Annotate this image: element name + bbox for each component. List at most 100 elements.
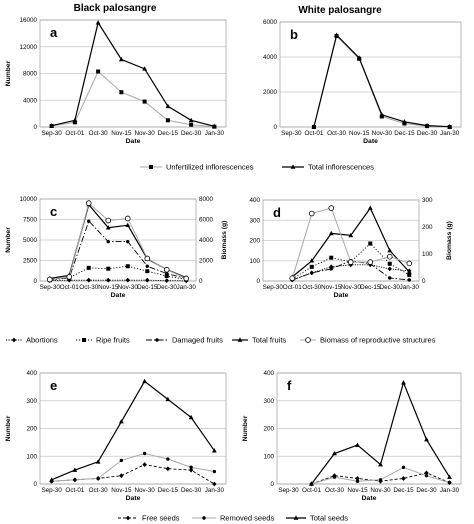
x-tick-label: Nov-15 xyxy=(111,130,132,137)
legend-label-abortions: Abortions xyxy=(26,336,58,345)
y-tick-label: 0 xyxy=(270,481,274,488)
data-point-removed xyxy=(424,473,429,478)
x-axis-title: Date xyxy=(362,495,377,502)
data-point-total_seeds xyxy=(165,396,171,402)
data-point-total_seeds xyxy=(401,380,406,385)
y2-tick-label: 100 xyxy=(422,251,433,258)
data-point-ripe xyxy=(387,261,392,266)
chart-c: 0 2500 5000 7500 10000 0 2000 4000 6000 8000 Sep-3… xyxy=(5,196,228,299)
data-point-abortions xyxy=(164,278,169,283)
data-point-total_fruits xyxy=(406,269,412,274)
y-tick-label: 5000 xyxy=(23,237,38,244)
x-axis-title: Date xyxy=(111,292,126,299)
y-axis-title: Number xyxy=(5,415,12,441)
data-point-ripe xyxy=(309,264,314,269)
data-point-damaged xyxy=(106,239,110,244)
data-point-unfertilized xyxy=(72,120,77,125)
legend-fruits: Abortions Ripe fruits Damaged fruits Total … xyxy=(6,336,436,345)
y2-tick-label: 300 xyxy=(422,197,433,204)
y2-tick-label: 0 xyxy=(422,278,426,285)
y2-axis-title: Biomass (g) xyxy=(446,221,453,260)
x-tick-label: Dec-30 xyxy=(417,130,438,137)
x-tick-label: Oct-30 xyxy=(79,284,98,291)
data-point-unfertilized xyxy=(96,69,101,74)
plot-frame xyxy=(39,198,197,282)
data-point-total_seeds xyxy=(118,418,124,424)
y-tick-label: 6000 xyxy=(263,19,278,26)
data-point-free xyxy=(424,470,429,476)
series-line-total xyxy=(51,21,215,127)
data-point-biomass xyxy=(105,217,112,224)
data-point-biomass xyxy=(367,259,374,265)
data-point-removed xyxy=(96,476,100,481)
data-point-total_fruits xyxy=(105,225,111,230)
data-point-total_seeds xyxy=(95,459,101,464)
data-point-unfertilized xyxy=(119,90,124,95)
data-point-abortions xyxy=(145,277,150,283)
series-line-abortions xyxy=(49,279,187,282)
series-line-unfertilized xyxy=(51,70,215,128)
legend-label-total: Total inflorescences xyxy=(308,163,374,172)
data-point-total xyxy=(356,55,362,60)
data-point-total xyxy=(188,117,194,123)
x-tick-label: Nov-30 xyxy=(370,487,391,494)
y-tick-label: 100 xyxy=(263,453,274,460)
data-point-total xyxy=(142,66,148,71)
legend-marker-total_fruits xyxy=(237,337,243,342)
data-point-total_seeds xyxy=(424,437,429,442)
data-point-damaged xyxy=(165,271,169,276)
data-point-removed xyxy=(119,458,124,463)
panel-letter: f xyxy=(287,378,292,393)
data-point-ripe xyxy=(106,266,111,271)
data-point-free xyxy=(188,467,194,473)
x-tick-label: Sep-30 xyxy=(263,284,284,291)
data-point-removed xyxy=(166,457,170,461)
legend-marker-ripe xyxy=(82,338,86,342)
y-axis-title: Number xyxy=(242,415,249,441)
legend-label-total_seeds: Total seeds xyxy=(310,514,348,523)
data-point-removed xyxy=(355,479,360,483)
legend-marker-biomass xyxy=(305,337,311,343)
data-point-total_fruits xyxy=(387,248,393,253)
data-point-damaged xyxy=(126,239,130,244)
data-point-free xyxy=(212,481,217,487)
x-tick-label: Nov-30 xyxy=(134,487,155,494)
panel-letter: a xyxy=(50,25,58,40)
plot-frame xyxy=(279,21,462,128)
data-point-total_seeds xyxy=(447,474,452,479)
legend-marker-damaged xyxy=(155,338,159,342)
data-point-biomass xyxy=(386,253,393,260)
series-line-total_seeds xyxy=(311,380,451,485)
data-point-removed xyxy=(212,469,217,474)
y2-tick-label: 2000 xyxy=(199,258,214,265)
column-title-black: Black palosangre xyxy=(74,3,157,14)
x-tick-label: Oct-30 xyxy=(327,130,346,137)
panel-letter: c xyxy=(50,204,57,219)
y2-tick-label: 6000 xyxy=(199,217,214,224)
y-tick-label: 0 xyxy=(256,278,260,285)
plot-frame xyxy=(39,19,227,128)
data-point-damaged xyxy=(310,271,314,275)
y-tick-label: 4000 xyxy=(23,97,38,104)
data-point-damaged xyxy=(145,264,149,268)
series-line-biomass xyxy=(49,202,187,280)
plot-frame xyxy=(39,372,227,485)
series-line-damaged xyxy=(49,220,187,280)
data-point-ripe xyxy=(164,274,169,279)
x-tick-label: Jan-30 xyxy=(440,487,460,494)
x-tick-label: Oct-30 xyxy=(89,487,108,494)
legend-label-damaged: Damaged fruits xyxy=(172,336,223,345)
chart-d: 0 100 200 300 400 0 100 200 300 Sep-30 Oct-01 Oct-3… xyxy=(249,197,453,299)
data-point-damaged xyxy=(329,267,333,271)
legend-label-free: Free seeds xyxy=(142,514,180,523)
legend-inflorescences: Unfertilized inflorescences Total inflore… xyxy=(140,163,374,172)
x-axis-title: Date xyxy=(126,138,141,145)
y-tick-label: 300 xyxy=(249,217,260,224)
x-tick-label: Sep-30 xyxy=(278,487,299,494)
x-tick-label: Nov-15 xyxy=(347,487,368,494)
data-point-removed xyxy=(73,478,77,482)
y-tick-label: 200 xyxy=(249,238,260,245)
data-point-biomass xyxy=(308,210,315,217)
